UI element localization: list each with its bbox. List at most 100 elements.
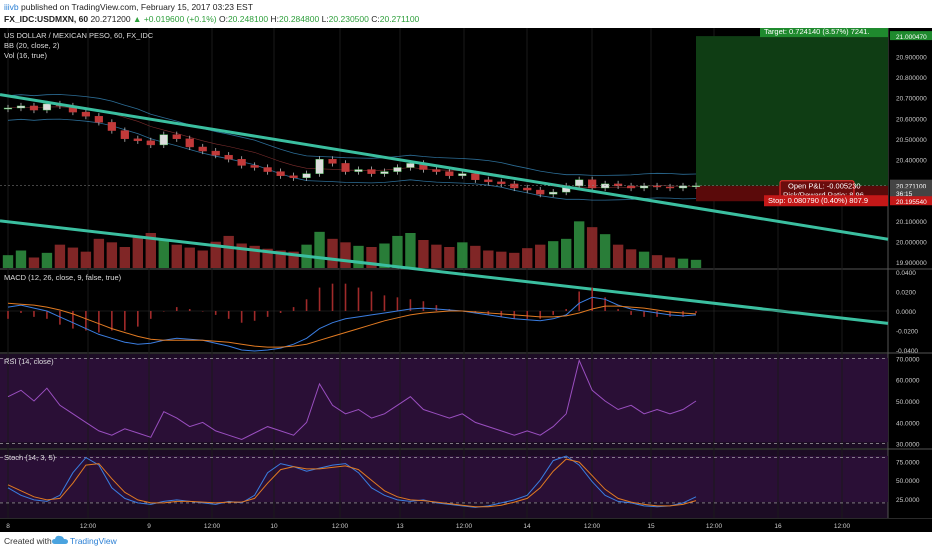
volume-bar [599, 234, 611, 268]
candle-body [289, 175, 298, 178]
volume-bar [612, 244, 624, 268]
volume-bar [418, 240, 429, 268]
volume-bar [171, 244, 182, 268]
high-value: 20.284800 [279, 14, 320, 24]
arrow-up-icon: ▲ [133, 14, 142, 24]
candle-body [16, 105, 26, 109]
chart-canvas[interactable]: Target: 0.724140 (3.57%) 7241. Open P&L: … [0, 28, 932, 532]
trendline-upper [0, 93, 889, 241]
rsi-line [7, 358, 697, 441]
candle-body [81, 111, 90, 117]
macd-axis-tick: 0.0000 [896, 309, 916, 316]
volume-bar [236, 243, 247, 268]
macd-histogram-bar [201, 311, 204, 312]
volume-bar [210, 241, 221, 268]
candle-body [94, 116, 103, 123]
created-with-label: Created with [4, 536, 52, 546]
macd-indicator-label: MACD (12, 26, close, 9, false, true) [4, 273, 122, 282]
volume-bar [457, 242, 468, 268]
macd-histogram-bar [422, 301, 425, 311]
candle-body [639, 185, 649, 189]
candle-body [432, 169, 441, 172]
macd-histogram-bar [591, 287, 593, 311]
volume-bar [483, 250, 494, 268]
candle-body [107, 122, 116, 131]
macd-histogram-bar [85, 311, 87, 331]
volume-bar [275, 250, 286, 268]
macd-histogram-bar [682, 311, 684, 317]
target-label: Target: 0.724140 (3.57%) 7241. [764, 28, 870, 36]
macd-histogram-bar [344, 283, 347, 311]
tradingview-link[interactable]: TradingView [70, 536, 117, 546]
volume-bar [54, 244, 66, 268]
price-axis-tick: 21.000470 [896, 34, 927, 41]
footer: Created with TradingView [0, 532, 932, 550]
candle-body [341, 163, 350, 172]
stop-label: Stop: 0.080790 (0.40%) 807.9 [768, 196, 868, 205]
volume-bar [470, 245, 481, 268]
macd-histogram-bar [539, 311, 542, 319]
macd-histogram-bar [383, 295, 386, 311]
candle-body [224, 154, 233, 160]
open-label: O: [218, 14, 228, 24]
candle-body [406, 163, 415, 168]
volume-bar [327, 238, 338, 268]
price-axis-tick: 20.900000 [896, 55, 927, 62]
volume-bar [223, 235, 234, 268]
rsi-axis-tick: 50.0000 [896, 399, 920, 406]
macd-histogram-bar [578, 291, 580, 311]
volume-bar [340, 242, 351, 268]
time-axis-tick: 9 [147, 523, 151, 530]
time-axis-tick: 10 [270, 523, 278, 530]
main-pane-title: US DOLLAR / MEXICAN PESO, 60, FX_IDC [4, 31, 154, 40]
stoch-indicator-label: Stoch (14, 3, 5) [4, 453, 56, 462]
time-axis-tick: 12:00 [706, 523, 723, 530]
price-axis-tick: 36:15 [896, 191, 913, 198]
macd-histogram-bar [46, 311, 48, 319]
volume-bar [690, 259, 702, 268]
macd-histogram-bar [370, 291, 373, 311]
candle-body [523, 187, 532, 191]
candle-body [133, 138, 142, 142]
ohlc-line: FX_IDC:USDMXN, 60 20.271200 ▲ +0.019600 … [4, 14, 419, 24]
volume-bar [67, 247, 79, 268]
candle-body [549, 191, 558, 195]
low-value: 20.230500 [328, 14, 369, 24]
volume-bar [560, 238, 572, 268]
macd-axis-tick: 0.0200 [896, 289, 916, 296]
candle-body [29, 105, 39, 111]
publish-line: iiivb published on TradingView.com, Febr… [4, 2, 253, 12]
volume-bar [158, 240, 169, 268]
macd-histogram-bar [357, 287, 360, 311]
volume-bar [93, 238, 105, 268]
macd-histogram-bar [617, 309, 619, 311]
macd-histogram-bar [175, 307, 178, 311]
candle-body [237, 159, 246, 166]
macd-histogram-bar [630, 311, 632, 315]
macd-histogram-bar [292, 307, 295, 311]
volume-bar [353, 245, 364, 268]
candle-body [185, 138, 194, 148]
candle-body [627, 185, 636, 189]
macd-histogram-bar [279, 311, 282, 313]
macd-histogram-bar [604, 297, 606, 311]
candle-body [172, 134, 181, 139]
volume-bar [366, 247, 377, 268]
candle-body [250, 165, 259, 168]
volume-bar [625, 249, 637, 268]
bb-indicator-label: BB (20, close, 2) [4, 41, 60, 50]
macd-histogram-bar [72, 311, 74, 329]
author-link[interactable]: iiivb [4, 2, 19, 12]
candle-body [302, 173, 311, 178]
symbol-label: FX_IDC:USDMXN, 60 [4, 14, 89, 24]
volume-bar [80, 251, 92, 268]
volume-bar [288, 251, 299, 268]
macd-axis-tick: -0.0200 [896, 329, 918, 336]
macd-histogram-bar [552, 311, 555, 315]
time-axis-tick: 8 [6, 523, 10, 530]
candle-body [393, 167, 402, 172]
candle-body [652, 185, 662, 188]
low-label: L: [321, 14, 329, 24]
macd-axis-tick: -0.0400 [896, 348, 918, 355]
volume-bar [586, 227, 598, 268]
